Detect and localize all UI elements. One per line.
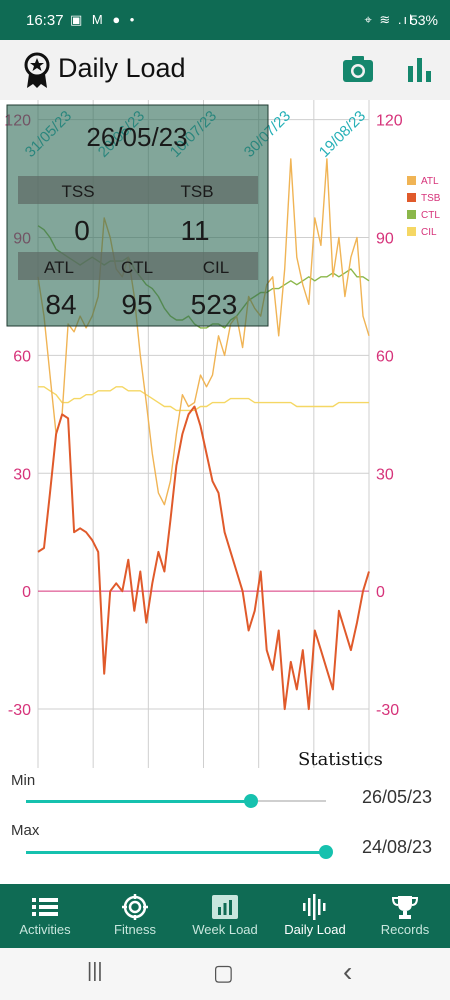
legend-swatch-cil (407, 227, 416, 236)
nav-records[interactable]: Records (360, 884, 450, 948)
y-tick-label-right: 60 (376, 348, 394, 365)
trophy-icon (391, 896, 419, 919)
x-tick-label: 19/08/23 (316, 108, 369, 161)
y-tick-label-left: 60 (13, 348, 31, 365)
min-slider-value: 26/05/23 (362, 787, 433, 807)
nav-activities[interactable]: Activities (0, 884, 90, 948)
y-tick-label-right: 120 (376, 113, 403, 130)
overlay-tss-value: 0 (74, 215, 90, 246)
nav-week-load[interactable]: Week Load (180, 884, 270, 948)
nav-records-label: Records (380, 922, 430, 937)
nav-week-load-label: Week Load (192, 922, 258, 937)
y-axis-right: -30 0 30 60 90 120 (376, 113, 403, 719)
max-slider-thumb[interactable] (319, 845, 333, 859)
y-tick-label-right: 0 (376, 584, 385, 601)
nav-daily-load-label: Daily Load (284, 922, 346, 937)
legend-swatch-atl (407, 176, 416, 185)
legend-label-ctl: CTL (421, 210, 440, 221)
y-tick-label-left: -30 (8, 702, 31, 719)
status-bar: 16:37 ▣ M ● • ⌖ ≋ .ıl 53% (0, 0, 450, 40)
system-navigation-bar: ||| ▢ ‹ (0, 948, 450, 1000)
min-slider-thumb[interactable] (244, 794, 258, 808)
series-line-tsb (37, 405, 370, 711)
waveform-icon (303, 894, 326, 920)
bar-chart-icon[interactable] (404, 54, 436, 84)
bar-chart-icon (212, 895, 238, 919)
y-tick-label-right: -30 (376, 702, 399, 719)
nav-activities-label: Activities (19, 922, 71, 937)
statistics-watermark: Statistics (298, 749, 383, 768)
legend-swatch-tsb (407, 193, 416, 202)
overlay-tsb-value: 11 (180, 215, 209, 246)
page-title: Daily Load (58, 53, 186, 83)
overlay-tsb-label: TSB (180, 182, 213, 201)
overlay-cil-value: 523 (191, 289, 238, 320)
max-slider-label: Max (11, 822, 40, 839)
y-tick-label-left: 0 (22, 584, 31, 601)
min-slider-fill (26, 800, 251, 803)
bottom-navigation: Activities Fitness Week Load Daily (0, 884, 450, 948)
app-bar (0, 40, 450, 100)
status-time: 16:37 (26, 12, 64, 29)
notification-icons: ▣ M ● • (70, 12, 138, 27)
overlay-atl-label: ATL (44, 258, 74, 277)
overlay-tss-label: TSS (61, 182, 94, 201)
info-overlay: 26/05/23 TSS TSB 0 11 ATL CTL CIL 84 95 … (6, 104, 269, 327)
max-slider-value: 24/08/23 (362, 837, 433, 857)
overlay-ctl-label: CTL (121, 258, 153, 277)
back-button[interactable]: ‹ (343, 956, 353, 987)
connectivity-icons: ⌖ ≋ .ıl (364, 12, 414, 27)
legend-label-tsb: TSB (421, 193, 441, 204)
nav-fitness-label: Fitness (114, 922, 156, 937)
legend-swatch-ctl (407, 210, 416, 219)
recents-button[interactable]: ||| (87, 960, 103, 982)
ribbon-logo-icon (24, 52, 50, 88)
overlay-date: 26/05/23 (86, 122, 187, 152)
series-line-cil (38, 386, 369, 412)
legend-label-cil: CIL (421, 227, 437, 238)
max-slider-fill (26, 851, 326, 854)
overlay-cil-label: CIL (203, 258, 229, 277)
camera-icon[interactable] (342, 54, 374, 84)
overlay-ctl-value: 95 (121, 289, 152, 320)
min-slider-label: Min (11, 772, 36, 789)
target-icon (122, 894, 148, 920)
y-tick-label-left: 30 (13, 466, 31, 483)
home-button[interactable]: ▢ (213, 960, 234, 985)
legend-label-atl: ATL (421, 176, 439, 187)
y-tick-label-right: 90 (376, 231, 394, 248)
battery-level: 53% (409, 12, 438, 28)
overlay-atl-value: 84 (45, 289, 76, 320)
nav-fitness[interactable]: Fitness (90, 884, 180, 948)
chart-legend: ATL TSB CTL CIL (407, 176, 441, 238)
list-icon (32, 898, 58, 916)
nav-daily-load[interactable]: Daily Load (270, 884, 360, 948)
y-tick-label-right: 30 (376, 466, 394, 483)
